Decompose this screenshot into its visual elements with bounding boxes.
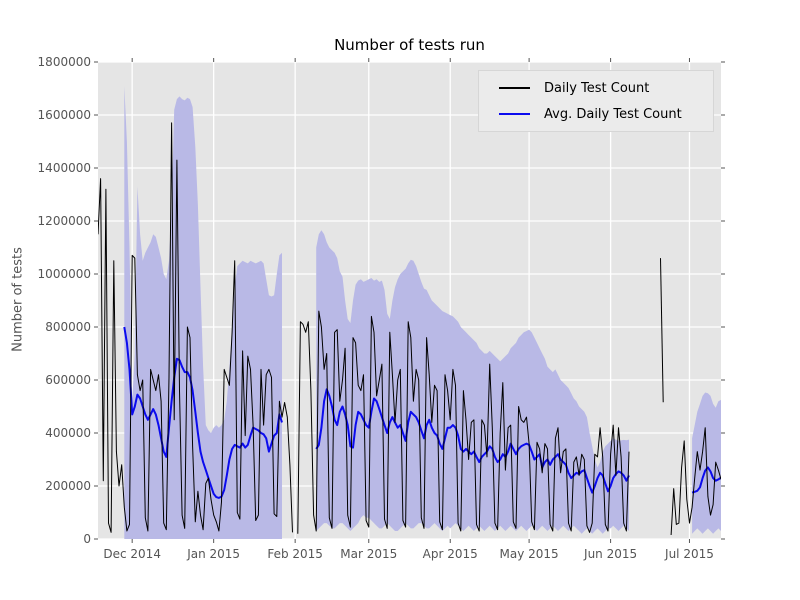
daily-count-variability-band (124, 85, 282, 539)
y-tick-label: 0 (83, 532, 91, 546)
legend-label-avg: Avg. Daily Test Count (544, 106, 682, 122)
daily-line-sample-icon (499, 87, 530, 89)
series-line-daily (660, 258, 664, 403)
series-line-daily (98, 122, 293, 533)
legend-entry-daily: Daily Test Count (499, 79, 703, 97)
series-line-daily (297, 310, 630, 534)
y-tick-label: 800000 (45, 320, 91, 334)
x-tick-label: Jul 2015 (664, 547, 714, 561)
x-tick-label: Jan 2015 (186, 547, 240, 561)
y-tick-label: 1000000 (38, 267, 91, 281)
x-tick-label: Feb 2015 (267, 547, 323, 561)
series-line-avg (123, 326, 283, 499)
y-tick-label: 600000 (45, 373, 91, 387)
series-line-daily (670, 427, 721, 536)
chart-title: Number of tests run (334, 36, 485, 54)
legend-label-daily: Daily Test Count (544, 80, 650, 96)
legend-entry-avg: Avg. Daily Test Count (499, 105, 703, 123)
y-tick-label: 1400000 (38, 161, 91, 175)
avg-line-sample-icon (499, 113, 530, 115)
x-tick-label: May 2015 (500, 547, 559, 561)
y-tick-label: 200000 (45, 479, 91, 493)
tick-marks (94, 58, 725, 543)
daily-count-variability-band (316, 230, 629, 534)
y-axis-label: Number of tests (10, 247, 26, 352)
x-tick-label: Apr 2015 (423, 547, 478, 561)
x-tick-label: Dec 2014 (103, 547, 161, 561)
y-tick-label: 1200000 (38, 214, 91, 228)
y-tick-label: 1800000 (38, 55, 91, 69)
legend: Daily Test Count Avg. Daily Test Count (478, 70, 714, 132)
x-tick-label: Jun 2015 (583, 547, 637, 561)
y-tick-label: 1600000 (38, 108, 91, 122)
y-tick-label: 400000 (45, 426, 91, 440)
chart-series-group (98, 85, 721, 539)
series-line-avg (315, 388, 630, 494)
x-tick-label: Mar 2015 (340, 547, 397, 561)
